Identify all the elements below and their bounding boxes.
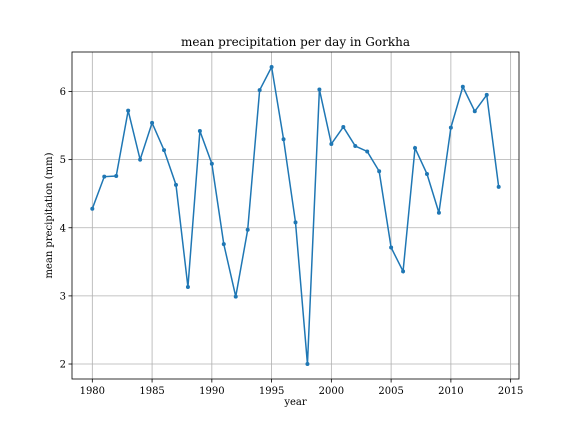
data-point-1990 bbox=[209, 161, 214, 166]
y-tick-label: 3 bbox=[60, 291, 66, 302]
data-point-1995 bbox=[269, 64, 274, 69]
data-point-1983 bbox=[126, 108, 131, 113]
y-axis-ticks: 2 3 4 5 6 bbox=[60, 87, 72, 371]
data-point-1997 bbox=[293, 220, 298, 225]
y-axis-label: mean precipitation (mm) bbox=[44, 152, 55, 278]
x-axis-ticks: 1980 1985 1990 1995 2000 2005 2010 2015 bbox=[80, 379, 523, 397]
data-point-1982 bbox=[114, 173, 119, 178]
y-tick-label: 6 bbox=[60, 87, 66, 98]
data-point-2010 bbox=[448, 125, 453, 130]
x-tick-label: 2015 bbox=[498, 386, 523, 397]
x-tick-label: 2010 bbox=[438, 386, 463, 397]
data-point-1991 bbox=[221, 242, 226, 247]
x-axis-label: year bbox=[283, 397, 307, 408]
data-point-2002 bbox=[353, 144, 358, 149]
data-point-1984 bbox=[138, 157, 143, 162]
data-point-2011 bbox=[460, 84, 465, 89]
data-point-1985 bbox=[150, 120, 155, 125]
data-point-1980 bbox=[90, 206, 95, 211]
x-tick-label: 1990 bbox=[199, 386, 224, 397]
y-tick-label: 4 bbox=[60, 223, 66, 234]
data-point-2006 bbox=[401, 269, 406, 274]
x-tick-label: 1995 bbox=[259, 386, 284, 397]
data-point-2012 bbox=[472, 109, 477, 114]
y-tick-label: 2 bbox=[60, 360, 66, 371]
x-tick-label: 1985 bbox=[139, 386, 164, 397]
plot-area-frame bbox=[71, 51, 520, 380]
data-point-1987 bbox=[173, 182, 178, 187]
data-point-1993 bbox=[245, 227, 250, 232]
data-point-2000 bbox=[329, 141, 334, 146]
data-point-1986 bbox=[162, 148, 167, 153]
data-point-2014 bbox=[496, 184, 501, 189]
data-point-2001 bbox=[341, 124, 346, 129]
data-point-1992 bbox=[233, 294, 238, 299]
data-point-2007 bbox=[413, 146, 418, 151]
chart-title: mean precipitation per day in Gorkha bbox=[181, 35, 410, 49]
data-point-2008 bbox=[424, 171, 429, 176]
data-point-2003 bbox=[365, 149, 370, 154]
data-point-1988 bbox=[185, 285, 190, 290]
grid-lines bbox=[72, 52, 519, 379]
data-point-1996 bbox=[281, 137, 286, 142]
data-point-1989 bbox=[197, 129, 202, 134]
data-point-1998 bbox=[305, 362, 310, 367]
precipitation-series-line bbox=[91, 64, 500, 365]
data-point-1981 bbox=[102, 174, 107, 179]
data-point-1994 bbox=[257, 88, 262, 93]
data-point-2013 bbox=[484, 92, 489, 97]
data-point-2005 bbox=[389, 245, 394, 250]
data-point-2009 bbox=[436, 210, 441, 215]
series-markers bbox=[90, 64, 501, 367]
x-tick-label: 1980 bbox=[80, 386, 105, 397]
y-tick-label: 5 bbox=[60, 155, 66, 166]
x-tick-label: 2005 bbox=[378, 386, 403, 397]
data-point-1999 bbox=[317, 87, 322, 92]
x-tick-label: 2000 bbox=[319, 386, 344, 397]
data-point-2004 bbox=[377, 169, 382, 174]
